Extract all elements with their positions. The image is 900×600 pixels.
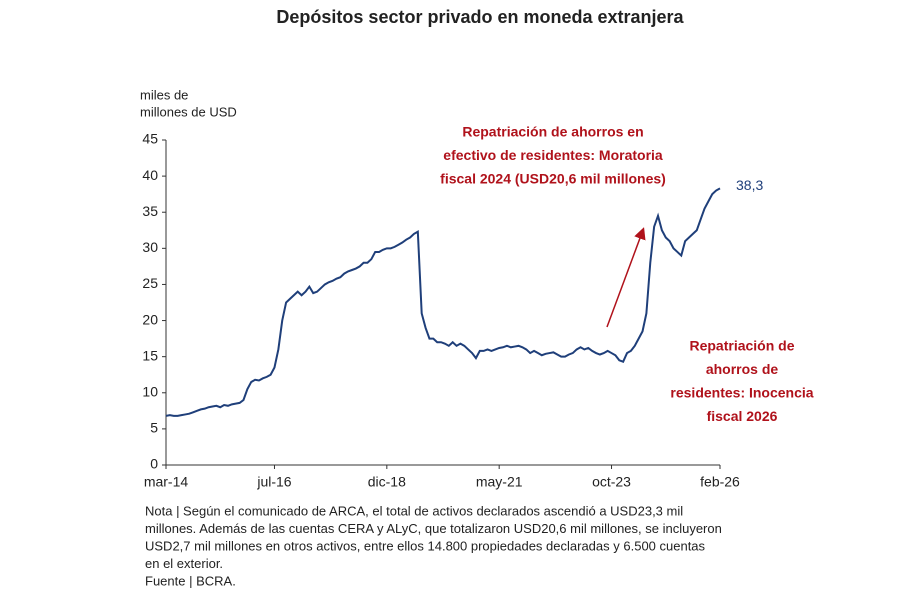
y-tick-label: 35 (142, 203, 158, 219)
x-tick-label: oct-23 (592, 474, 631, 490)
annotation: Repatriación de (689, 338, 794, 354)
x-tick-label: mar-14 (144, 474, 189, 490)
annotation: fiscal 2024 (USD20,6 mil millones) (440, 171, 666, 187)
source: Fuente | BCRA. (145, 573, 236, 588)
y-tick-label: 40 (142, 167, 158, 183)
y-tick-label: 10 (142, 383, 158, 399)
annotation: Repatriación de ahorros en (462, 124, 643, 140)
note: en el exterior. (145, 556, 223, 571)
x-tick-label: jul-16 (256, 474, 291, 490)
chart-title: Depósitos sector privado en moneda extra… (276, 7, 684, 27)
x-tick-label: dic-18 (368, 474, 406, 490)
annotation: ahorros de (706, 361, 779, 377)
y-tick-label: 30 (142, 239, 158, 255)
end-label: 38,3 (736, 177, 763, 193)
note: Nota | Según el comunicado de ARCA, el t… (145, 503, 683, 518)
note: millones. Además de las cuentas CERA y A… (145, 521, 722, 536)
arrow (606, 227, 646, 328)
x-tick-label: may-21 (476, 474, 523, 490)
x-tick-label: feb-26 (700, 474, 740, 490)
y-axis-label: millones de USD (140, 104, 237, 119)
y-tick-label: 15 (142, 347, 158, 363)
y-axis-label: miles de (140, 87, 188, 102)
y-tick-label: 0 (150, 456, 158, 472)
y-tick-label: 5 (150, 420, 158, 436)
annotation: efectivo de residentes: Moratoria (443, 147, 663, 163)
annotation: residentes: Inocencia (670, 385, 813, 401)
y-tick-label: 45 (142, 131, 158, 147)
data-line (165, 187, 721, 417)
note: USD2,7 mil millones en otros activos, en… (145, 538, 706, 553)
annotation: fiscal 2026 (707, 408, 778, 424)
y-tick-label: 25 (142, 275, 158, 291)
y-tick-label: 20 (142, 311, 158, 327)
